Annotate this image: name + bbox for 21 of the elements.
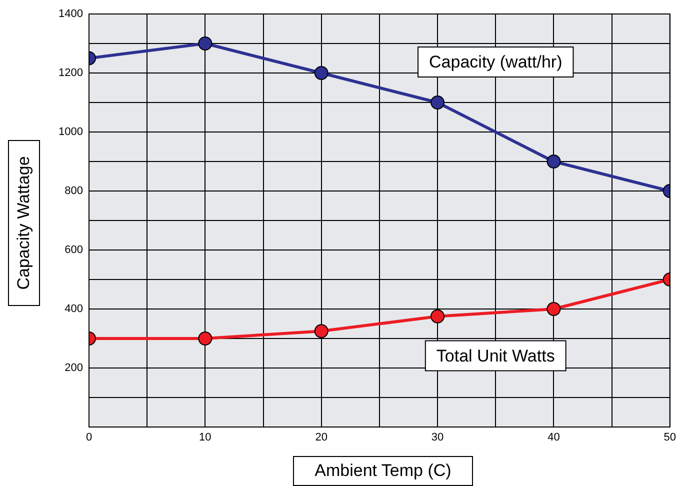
point [314, 66, 328, 80]
y-tick-label: 800 [64, 185, 83, 198]
x-tick-label: 40 [548, 432, 560, 444]
y-tick-label: 400 [64, 303, 83, 316]
y-tick-label: 1200 [58, 67, 83, 80]
x-tick-label: 50 [664, 432, 676, 444]
y-axis-title: Capacity Wattage [14, 156, 34, 290]
point [314, 324, 328, 338]
x-tick-label: 0 [86, 432, 92, 444]
x-tick-label: 30 [431, 432, 444, 444]
x-tick-label: 20 [315, 432, 328, 444]
point [430, 309, 445, 324]
y-tick-label: 1000 [58, 126, 83, 138]
x-axis-title: Ambient Temp (C) [293, 456, 473, 486]
series-label: Total Unit Watts [436, 346, 555, 366]
y-tick-label: 1400 [58, 8, 83, 20]
x-tick-label: 10 [199, 432, 212, 444]
y-tick-label: 600 [64, 244, 83, 256]
point [430, 96, 445, 110]
series-label: Capacity (watt/hr) [429, 52, 562, 72]
y-tick-label: 200 [64, 362, 83, 374]
